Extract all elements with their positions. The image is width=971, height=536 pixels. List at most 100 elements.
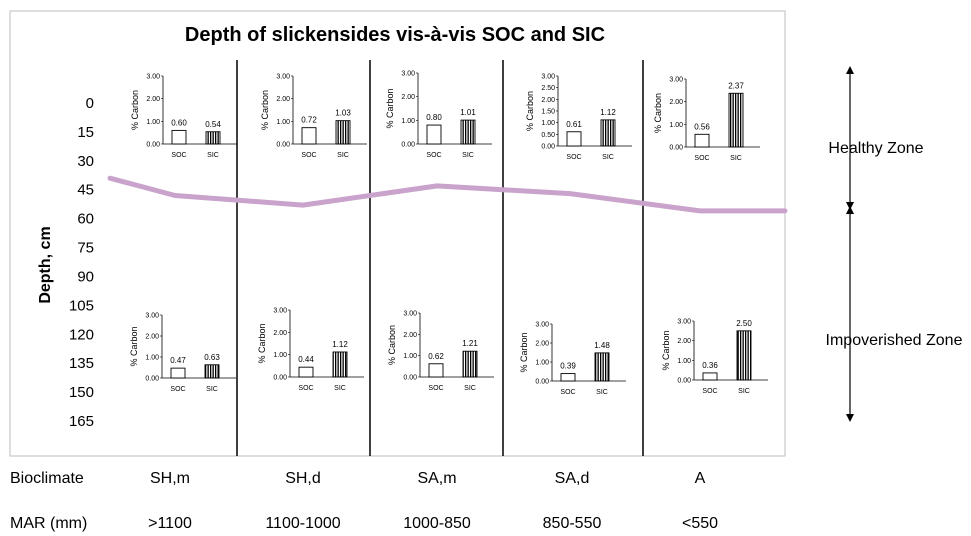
y-tick-label: 120 [69, 326, 94, 343]
inset-category-label: SIC [730, 155, 742, 162]
inset-tick-label: 1.00 [145, 355, 159, 362]
inset-chart-top-4: 0.00 0.50 1.00 1.50 2.00 2.50 3.00 % Carbon 0.61… [525, 74, 632, 161]
inset-category-label: SIC [738, 388, 750, 395]
y-tick-label: 0 [86, 95, 94, 112]
mar-value: 850-550 [543, 515, 602, 532]
inset-y-label: % Carbon [130, 90, 140, 130]
soc-bar [702, 372, 718, 381]
soc-bar [171, 129, 187, 145]
inset-tick-label: 0.00 [146, 142, 160, 149]
sic-bar [462, 350, 478, 378]
inset-y-label: % Carbon [260, 90, 270, 130]
y-tick-label: 60 [77, 211, 94, 228]
y-axis: 0 15 30 45 60 75 90 105 120 135 150 165 [69, 95, 94, 430]
y-tick-label: 165 [69, 413, 94, 430]
inset-tick-label: 2.00 [535, 341, 549, 348]
y-tick-label: 150 [69, 384, 94, 401]
bioclimate-value: A [695, 470, 706, 487]
inset-charts: 0.001.002.003.00% Carbon 0.60SOC0.54SIC0.… [129, 71, 768, 396]
y-tick-label: 45 [77, 182, 94, 199]
inset-chart-top-3: 0.00 1.00 2.00 3.00 % Carbon 0.80 SOC 1.01 SIC [385, 71, 492, 159]
soc-bar [566, 131, 582, 147]
inset-tick-label: 3.00 [677, 319, 691, 326]
inset-tick-label: 1.50 [541, 109, 555, 116]
inset-chart-top-5: 0.00 1.00 2.00 3.00 % Carbon 0.56 SOC 2.37 SIC [653, 77, 760, 162]
inset-tick-label: 3.00 [535, 322, 549, 329]
inset-tick-label: 1.00 [146, 119, 160, 126]
inset-tick-label: 0.50 [541, 132, 555, 139]
inset-category-label: SOC [298, 385, 313, 392]
inset-y-label: % Carbon [257, 323, 267, 363]
sic-bar [204, 364, 220, 379]
slickenside-depth-line [107, 175, 788, 214]
inset-tick-label: 3.00 [145, 313, 159, 320]
inset-tick-label: 2.00 [276, 96, 290, 103]
inset-category-label: SOC [301, 152, 316, 159]
arrowhead-up-icon [846, 206, 854, 214]
inset-tick-label: 3.00 [273, 308, 287, 315]
plot-frame [9, 10, 786, 457]
mar-value: 1000-850 [403, 515, 471, 532]
inset-value-label: 0.63 [204, 353, 220, 362]
inset-category-label: SIC [464, 385, 476, 392]
inset-tick-label: 3.00 [541, 74, 555, 81]
inset-chart-bottom-2: 0.00 1.00 2.00 3.00 % Carbon 0.44 SOC 1.12 SIC [257, 308, 364, 392]
soc-bar [426, 124, 442, 145]
depth-line-series [107, 175, 788, 214]
bioclimate-value: SH,m [150, 470, 190, 487]
inset-category-label: SOC [171, 152, 186, 159]
inset-value-label: 1.12 [332, 340, 348, 349]
inset-tick-label: 2.00 [273, 330, 287, 337]
inset-tick-label: 2.00 [677, 338, 691, 345]
inset-tick-label: 1.00 [401, 118, 415, 125]
inset-value-label: 0.62 [428, 352, 444, 361]
mar-value: 1100-1000 [265, 515, 340, 532]
bottom-rows: SH,m SH,d SA,m SA,d A >1100 1100-1000 1000-850 8… [148, 470, 718, 532]
arrowhead-up-icon [846, 66, 854, 74]
inset-tick-label: 0.00 [541, 144, 555, 151]
inset-value-label: 0.36 [702, 361, 718, 370]
chart-title: Depth of slickensides vis-à-vis SOC and … [185, 24, 605, 46]
inset-tick-label: 2.00 [146, 96, 160, 103]
inset-tick-label: 0.00 [535, 379, 549, 386]
inset-value-label: 2.37 [728, 81, 744, 90]
inset-tick-label: 2.00 [401, 94, 415, 101]
inset-tick-label: 2.50 [541, 85, 555, 92]
inset-tick-label: 2.00 [145, 334, 159, 341]
arrowhead-down-icon [846, 414, 854, 422]
inset-tick-label: 0.00 [273, 375, 287, 382]
inset-tick-label: 3.00 [403, 311, 417, 318]
y-tick-label: 15 [77, 124, 94, 141]
inset-category-label: SIC [602, 154, 614, 161]
bioclimate-label: Bioclimate [10, 470, 84, 487]
y-tick-label: 30 [77, 153, 94, 170]
bioclimate-value: SA,d [555, 470, 590, 487]
inset-tick-label: 2.00 [403, 332, 417, 339]
inset-value-label: 0.80 [426, 113, 442, 122]
inset-category-label: SIC [462, 152, 474, 159]
inset-value-label: 1.03 [335, 109, 351, 118]
impoverished-zone-label: Impoverished Zone [826, 332, 963, 349]
inset-value-label: 1.21 [462, 339, 478, 348]
inset-category-label: SOC [170, 386, 185, 393]
y-tick-label: 135 [69, 355, 94, 372]
inset-value-label: 0.61 [566, 120, 582, 129]
inset-tick-label: 0.00 [669, 145, 683, 152]
inset-category-label: SOC [560, 389, 575, 396]
sic-bar [728, 92, 744, 148]
inset-value-label: 0.56 [694, 122, 710, 131]
mar-value: <550 [682, 515, 718, 532]
sic-bar [736, 330, 752, 381]
inset-chart-top-2: 0.00 1.00 2.00 3.00 % Carbon 0.72 SOC 1.03 SIC [260, 74, 367, 159]
column-dividers [236, 60, 644, 456]
inset-tick-label: 0.00 [276, 142, 290, 149]
inset-tick-label: 1.00 [677, 358, 691, 365]
inset-y-label: % Carbon [661, 330, 671, 370]
inset-category-label: SOC [702, 388, 717, 395]
y-tick-label: 105 [69, 297, 94, 314]
sic-bar [460, 119, 476, 145]
inset-y-label: % Carbon [385, 88, 395, 128]
inset-category-label: SIC [206, 386, 218, 393]
inset-tick-label: 0.00 [677, 378, 691, 385]
